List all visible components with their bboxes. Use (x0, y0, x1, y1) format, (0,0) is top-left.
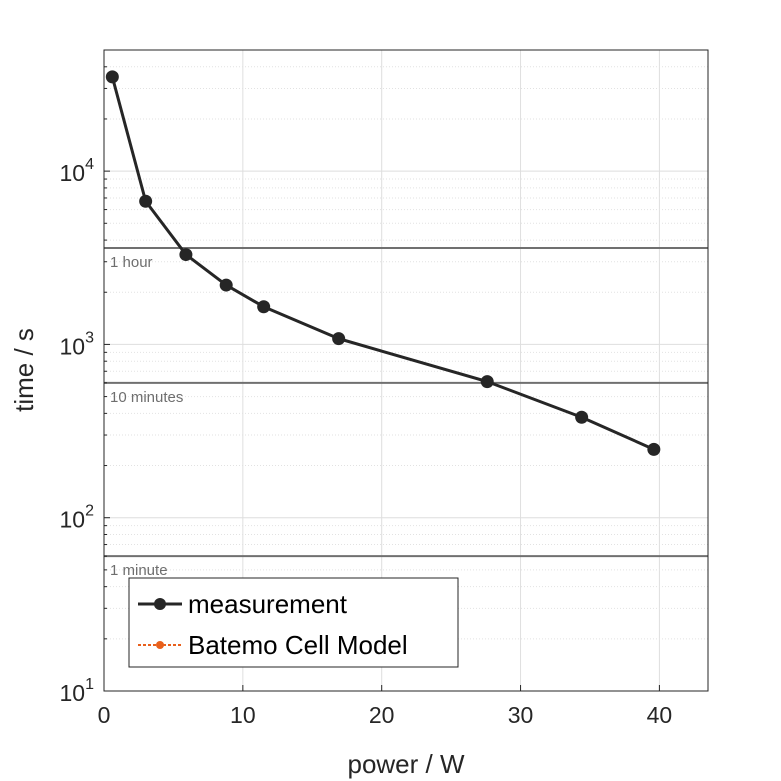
data-point (257, 300, 271, 314)
x-tick-label: 20 (369, 702, 395, 728)
series-line-0 (110, 76, 655, 451)
axes: 0 10 20 30 40 101 102 103 104 (60, 49, 673, 728)
reference-lines: 1 hour 10 minutes 1 minute (104, 247, 708, 579)
data-series (105, 70, 661, 456)
legend-marker-measurement (154, 598, 166, 610)
x-axis-title: power / W (347, 749, 464, 779)
plot-area-frame (103, 49, 709, 692)
x-tick-label: 40 (647, 702, 673, 728)
data-point (139, 194, 153, 208)
legend-label-batemo: Batemo Cell Model (188, 630, 408, 660)
y-tick-label: 101 (60, 676, 95, 706)
x-tick-label: 0 (98, 702, 111, 728)
data-point (105, 70, 119, 84)
data-point (480, 375, 494, 389)
data-point (575, 410, 589, 424)
reference-line-label: 1 minute (110, 562, 168, 579)
y-axis-title: time / s (9, 328, 39, 412)
legend-box (128, 577, 459, 668)
reference-line-label: 1 hour (110, 254, 153, 271)
data-point (179, 248, 193, 262)
legend: measurement Batemo Cell Model (128, 577, 459, 668)
data-point (332, 332, 346, 346)
y-tick-label: 103 (60, 329, 95, 359)
data-point (219, 278, 233, 292)
x-tick-label: 30 (508, 702, 534, 728)
y-tick-label: 104 (60, 156, 95, 186)
reference-line-label: 10 minutes (110, 389, 183, 406)
legend-label-measurement: measurement (188, 589, 348, 619)
legend-marker-batemo (156, 641, 164, 649)
y-tick-label: 102 (60, 503, 95, 533)
data-point (647, 442, 661, 456)
x-tick-label: 10 (230, 702, 256, 728)
